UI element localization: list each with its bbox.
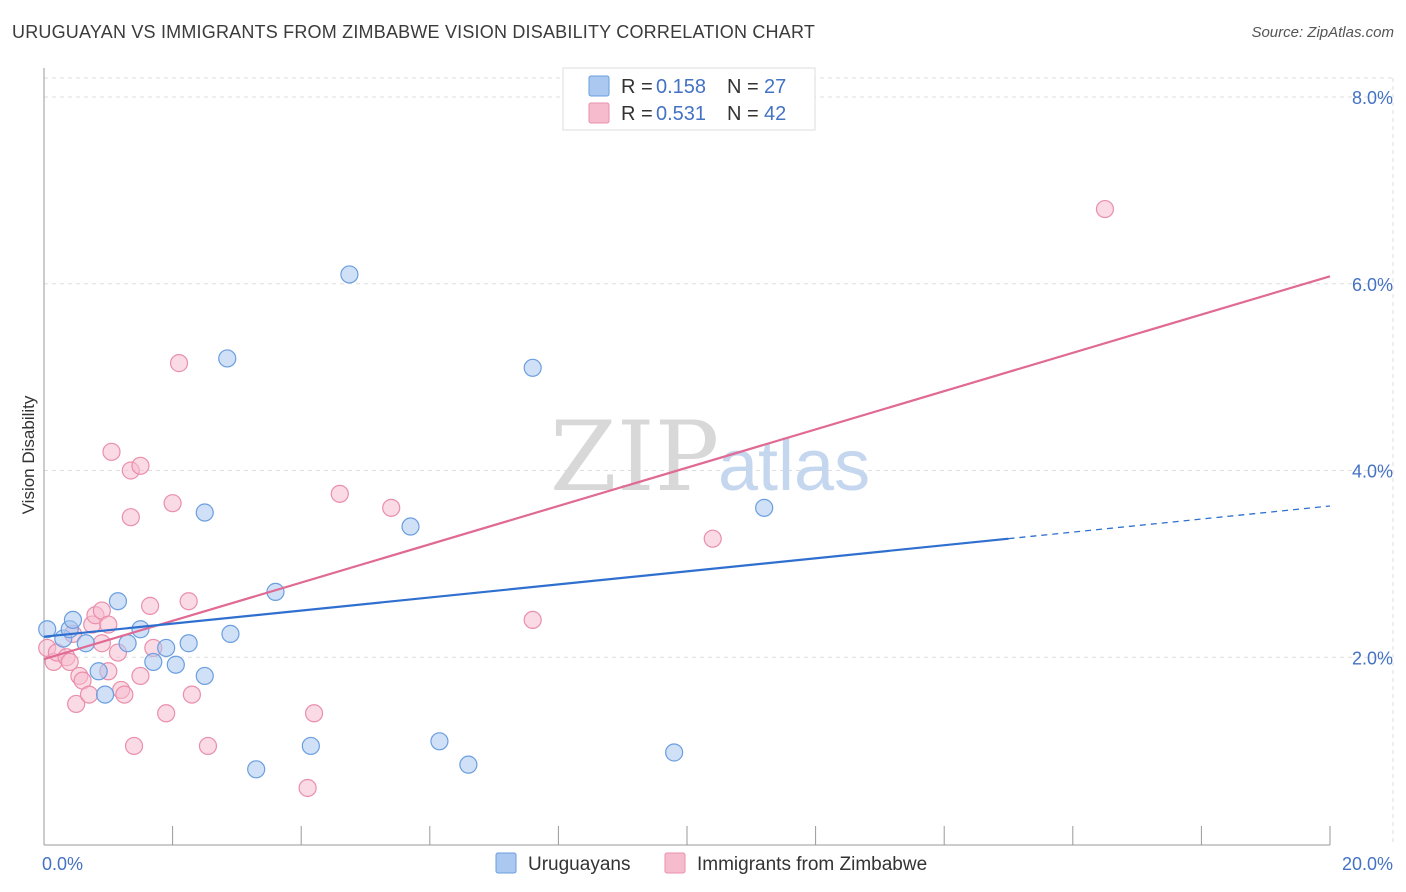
zimbabwe-point-9 (79, 685, 99, 704)
series-zimbabwe-points (38, 199, 1115, 798)
uruguayans-point-16 (218, 349, 237, 368)
zimbabwe-point-30 (179, 592, 198, 611)
zimbabwe-point-32 (198, 736, 218, 756)
zimbabwe-point-37 (523, 610, 542, 630)
axes (43, 68, 1331, 846)
series-uruguayans-points (38, 265, 774, 779)
legend-r-value-1: 0.531 (656, 103, 706, 125)
zimbabwe-point-33 (298, 778, 317, 798)
zimbabwe-point-16 (102, 442, 121, 461)
uruguayans-point-25 (523, 358, 542, 377)
zimbabwe-point-29 (169, 354, 189, 373)
uruguayans-point-5 (89, 662, 108, 681)
bottom-legend-swatch-zimbabwe (664, 852, 686, 874)
zimbabwe-point-38 (703, 529, 722, 548)
y-tick-label-1: 4.0% (1352, 462, 1393, 482)
zimbabwe-point-25 (140, 596, 160, 615)
zimbabwe-point-19 (115, 685, 134, 704)
zimbabwe-point-22 (124, 736, 144, 756)
uruguayans-point-14 (195, 666, 214, 686)
trend-line-zimbabwe (43, 275, 1331, 661)
x-tick-label-1: 20.0% (1342, 854, 1393, 874)
zimbabwe-point-31 (182, 685, 201, 704)
y-axis-title: Vision Disability (19, 395, 38, 514)
source-label: Source: ZipAtlas.com (1251, 24, 1394, 41)
bottom-legend-uruguayans: Uruguayans (528, 854, 630, 875)
uruguayans-point-23 (430, 732, 449, 751)
uruguayans-point-8 (118, 634, 137, 653)
y-tick-labels: 2.0% 4.0% 6.0% 8.0% (1352, 88, 1393, 668)
uruguayans-point-22 (401, 517, 420, 536)
uruguayans-point-7 (108, 592, 128, 611)
zimbabwe-point-24 (131, 456, 150, 475)
uruguayans-point-0 (38, 620, 57, 639)
legend-r-label-1: R = (621, 103, 653, 125)
uruguayans-point-24 (459, 755, 478, 774)
x-tick-label-0: 0.0% (42, 854, 83, 874)
uruguayans-point-3 (63, 610, 83, 630)
y-tick-label-2: 6.0% (1352, 275, 1393, 295)
y-tick-label-0: 2.0% (1352, 648, 1393, 668)
uruguayans-point-15 (195, 503, 214, 522)
zimbabwe-point-23 (131, 666, 150, 686)
trend-lines (43, 275, 1331, 661)
uruguayans-point-9 (131, 620, 150, 639)
watermark-zip: ZIP (550, 401, 719, 513)
zimbabwe-point-28 (163, 494, 182, 513)
legend-n-value-1: 42 (764, 103, 786, 125)
legend-r-value-0: 0.158 (656, 76, 706, 98)
y-tick-label-3: 8.0% (1352, 88, 1393, 108)
uruguayans-point-6 (95, 685, 115, 704)
legend-n-label-0: N = (727, 76, 759, 98)
legend-n-value-0: 27 (764, 76, 786, 98)
zimbabwe-point-27 (157, 704, 176, 723)
zimbabwe-point-8 (67, 694, 86, 714)
zimbabwe-point-21 (121, 508, 140, 527)
legend-swatch-uruguayans (588, 75, 610, 97)
legend-n-label-1: N = (727, 103, 759, 125)
zimbabwe-point-5 (60, 652, 79, 672)
bottom-legend-zimbabwe: Immigrants from Zimbabwe (697, 854, 927, 875)
uruguayans-point-10 (144, 652, 163, 672)
uruguayans-point-13 (179, 634, 198, 653)
trend-line-uruguayans (43, 537, 1009, 638)
uruguayans-point-20 (301, 736, 320, 756)
uruguayans-point-11 (157, 638, 176, 658)
zimbabwe-point-36 (382, 498, 401, 517)
zimbabwe-point-34 (304, 704, 324, 723)
uruguayans-point-12 (166, 655, 185, 674)
x-tick-labels: 0.0% 20.0% (42, 854, 1393, 874)
watermark: ZIP atlas (550, 401, 870, 513)
zimbabwe-point-35 (330, 484, 349, 503)
trend-line-uruguayans-extension (1008, 505, 1331, 540)
uruguayans-point-18 (247, 760, 266, 779)
bottom-legend-swatch-uruguayans (495, 852, 517, 874)
uruguayans-point-26 (665, 743, 684, 762)
watermark-atlas: atlas (718, 426, 870, 506)
legend-swatch-zimbabwe (588, 102, 610, 124)
series-legend: Uruguayans Immigrants from Zimbabwe (495, 852, 927, 875)
uruguayans-point-27 (755, 498, 774, 517)
chart-title: URUGUAYAN VS IMMIGRANTS FROM ZIMBABWE VI… (12, 22, 816, 42)
correlation-legend: R = 0.158 N = 27 R = 0.531 N = 42 (562, 67, 816, 131)
legend-r-label-0: R = (621, 76, 653, 98)
uruguayans-point-17 (221, 624, 240, 644)
zimbabwe-point-39 (1095, 199, 1115, 219)
uruguayans-point-21 (340, 265, 359, 284)
